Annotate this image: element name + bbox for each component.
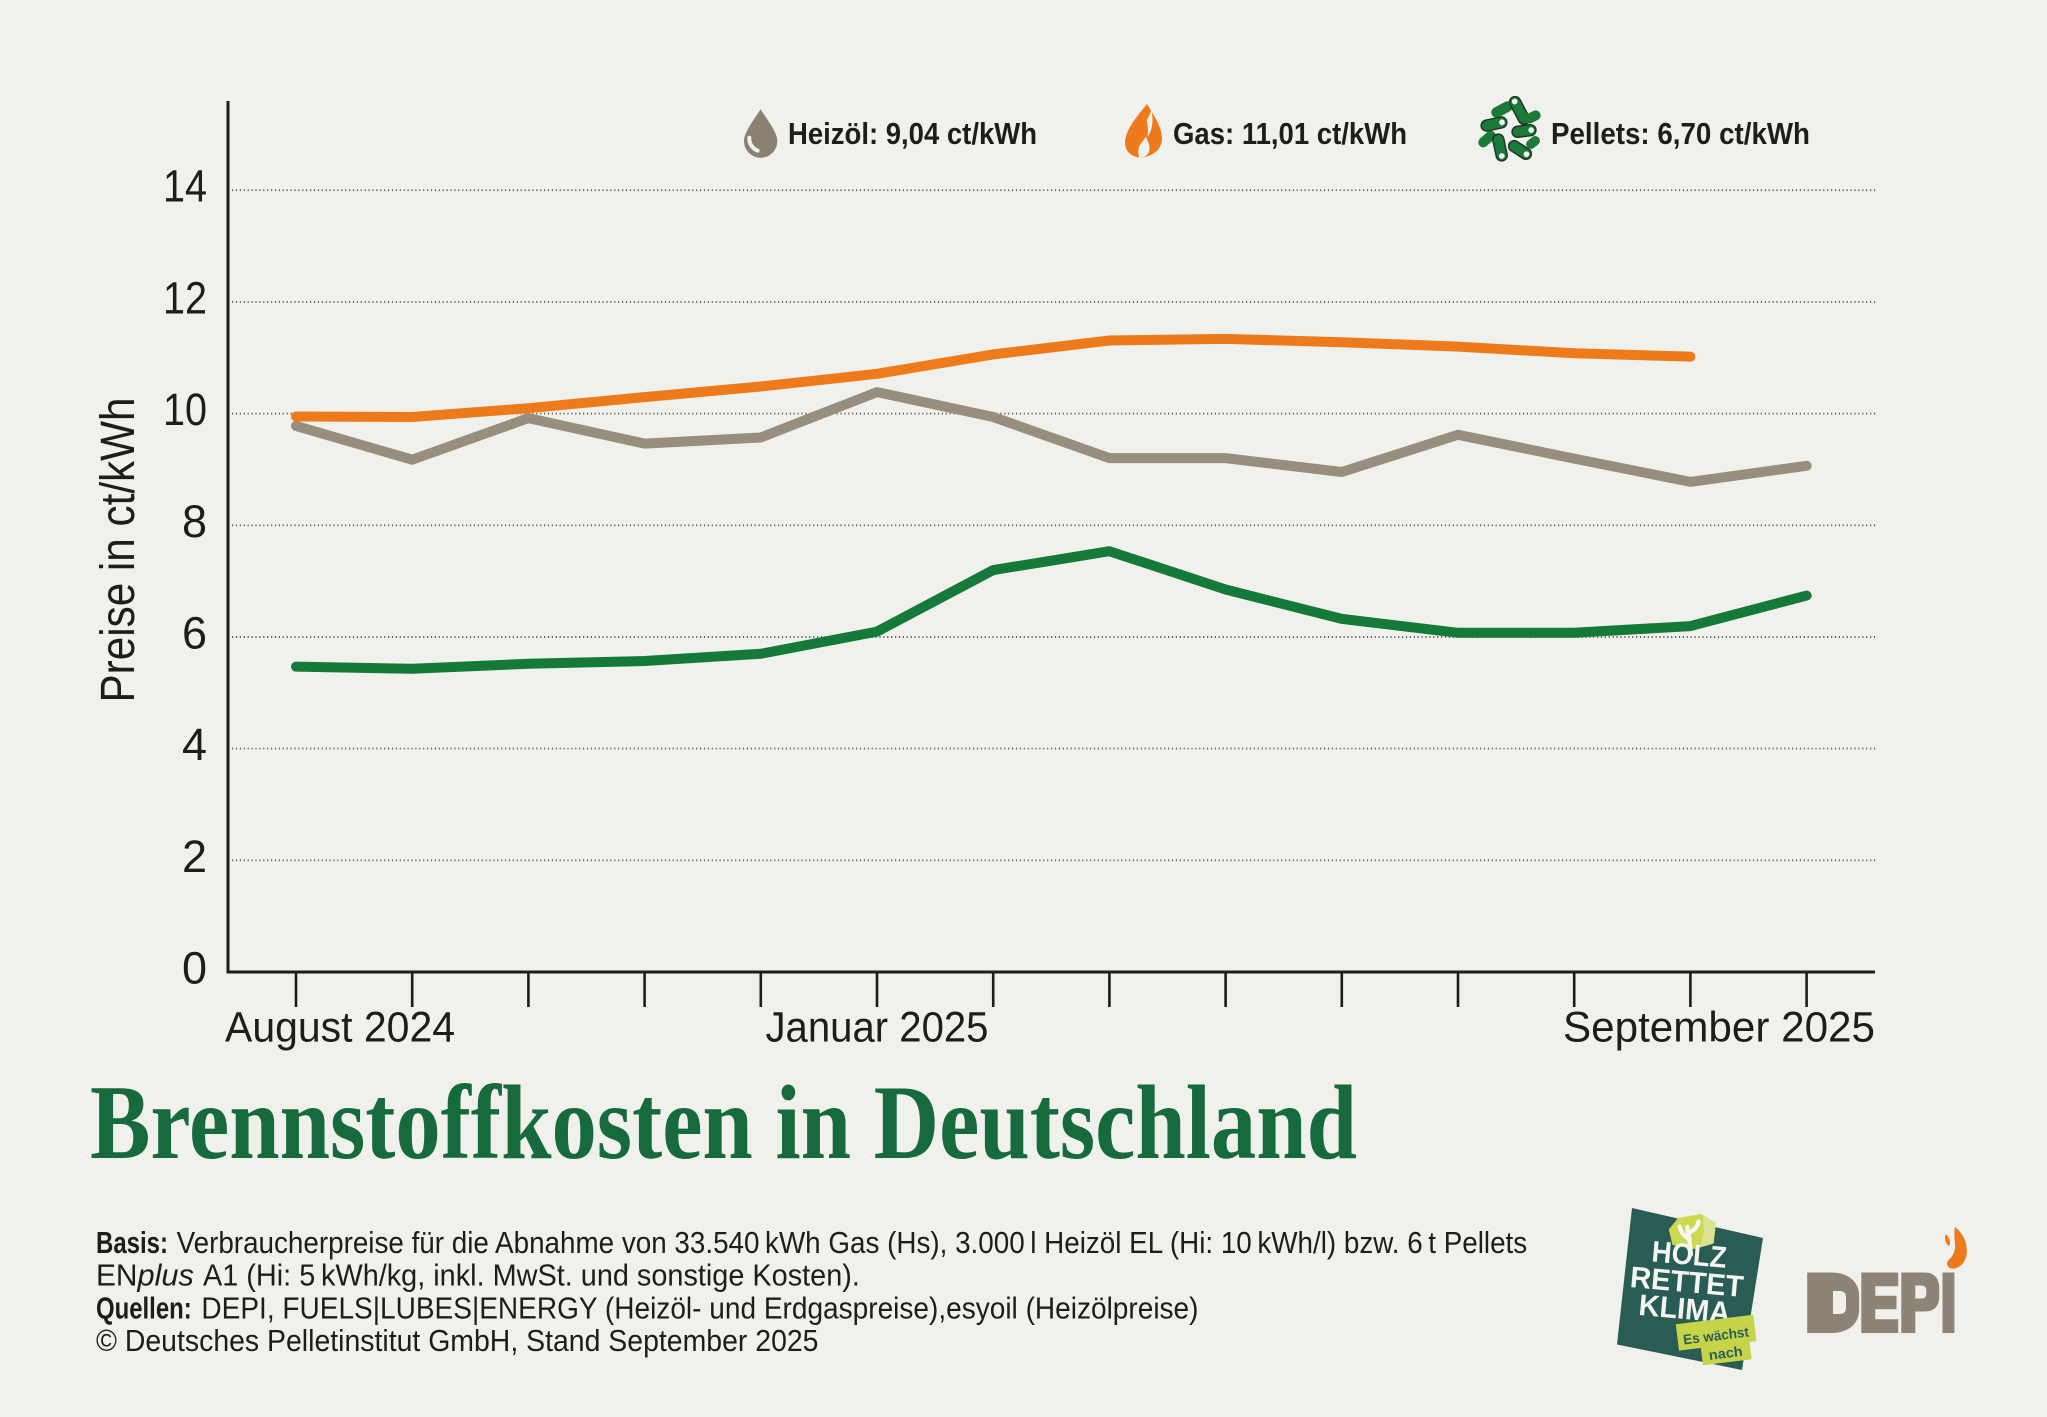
svg-text:10: 10 (163, 384, 207, 435)
svg-text:EN: EN (96, 1258, 138, 1293)
svg-text:Januar 2025: Januar 2025 (766, 1004, 989, 1052)
svg-text:Heizöl: 9,04 ct/kWh: Heizöl: 9,04 ct/kWh (788, 116, 1037, 151)
svg-text:nach: nach (1708, 1343, 1744, 1363)
svg-text:© Deutsches Pelletinstitut Gmb: © Deutsches Pelletinstitut GmbH, Stand S… (96, 1323, 819, 1358)
svg-text:14: 14 (163, 161, 207, 212)
svg-text:Pellets: 6,70 ct/kWh: Pellets: 6,70 ct/kWh (1551, 116, 1810, 151)
svg-text:Basis:: Basis: (96, 1225, 168, 1260)
svg-text:Preise in ct/kWh: Preise in ct/kWh (92, 398, 145, 703)
svg-text:6: 6 (182, 608, 207, 659)
svg-text:DEPI, FUELS|LUBES|ENERGY (Heiz: DEPI, FUELS|LUBES|ENERGY (Heizöl- und Er… (201, 1291, 1198, 1326)
svg-text:0: 0 (182, 943, 207, 994)
svg-text:2: 2 (182, 831, 207, 882)
svg-text:August 2024: August 2024 (225, 1004, 455, 1052)
svg-text:Gas: 11,01 ct/kWh: Gas: 11,01 ct/kWh (1173, 116, 1407, 151)
svg-text:12: 12 (163, 272, 207, 323)
svg-text:Brennstoffkosten in Deutschlan: Brennstoffkosten in Deutschland (90, 1064, 1357, 1181)
svg-text:4: 4 (182, 719, 207, 770)
svg-text:Quellen:: Quellen: (96, 1291, 192, 1326)
svg-text:8: 8 (182, 496, 207, 547)
svg-text:A1 (Hi: 5 kWh/kg, inkl. MwSt.: A1 (Hi: 5 kWh/kg, inkl. MwSt. und sonsti… (203, 1258, 860, 1293)
svg-text:plus: plus (137, 1258, 194, 1293)
svg-text:Verbraucherpreise für die Abna: Verbraucherpreise für die Abnahme von 33… (177, 1225, 1528, 1260)
svg-text:HOLZ: HOLZ (1650, 1235, 1728, 1274)
svg-text:September 2025: September 2025 (1563, 1004, 1875, 1052)
